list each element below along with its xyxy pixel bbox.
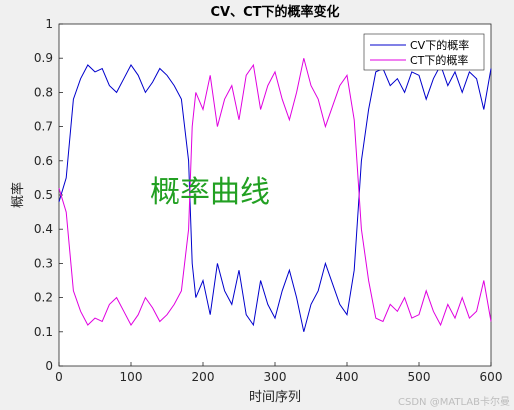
- x-tick-label: 300: [264, 370, 287, 384]
- axis-ticks: 0 100 200 300 400 500 600 0 0.1 0.2 0.3 0.4 0.5 0.6 0.…: [34, 17, 503, 384]
- series-line-ct: [58, 58, 492, 327]
- legend-box: [363, 33, 485, 71]
- x-tick-label: 500: [408, 370, 431, 384]
- x-tick-label: 100: [120, 370, 143, 384]
- y-tick-label: 1: [45, 17, 53, 31]
- x-tick-label: 400: [336, 370, 359, 384]
- legend-label-ct: CT下的概率: [410, 53, 468, 67]
- y-tick-label: 0.5: [34, 188, 53, 202]
- y-axis-label: 概率: [10, 182, 26, 208]
- y-tick-label: 0.4: [34, 222, 53, 236]
- legend: CV下的概率 CT下的概率: [363, 33, 485, 71]
- x-tick-label: 0: [55, 370, 63, 384]
- x-tick-label: 600: [480, 370, 503, 384]
- series-lines: [58, 58, 492, 332]
- chart-annotation: 概率曲线: [150, 175, 270, 210]
- x-axis-label: 时间序列: [249, 390, 301, 405]
- y-tick-label: 0.3: [34, 256, 53, 270]
- plot-area: [58, 23, 492, 367]
- y-tick-label: 0.1: [34, 325, 53, 339]
- y-tick-label: 0.6: [34, 154, 53, 168]
- x-tick-label: 200: [192, 370, 215, 384]
- watermark: CSDN @MATLAB卡尔曼: [398, 395, 510, 408]
- y-tick-label: 0.9: [34, 51, 53, 65]
- legend-label-cv: CV下的概率: [410, 38, 469, 52]
- y-tick-label: 0: [45, 359, 53, 373]
- y-tick-label: 0.2: [34, 291, 53, 305]
- chart-title: CV、CT下的概率变化: [210, 4, 339, 20]
- series-line-cv: [58, 63, 492, 332]
- y-tick-label: 0.7: [34, 120, 53, 134]
- y-tick-label: 0.8: [34, 85, 53, 99]
